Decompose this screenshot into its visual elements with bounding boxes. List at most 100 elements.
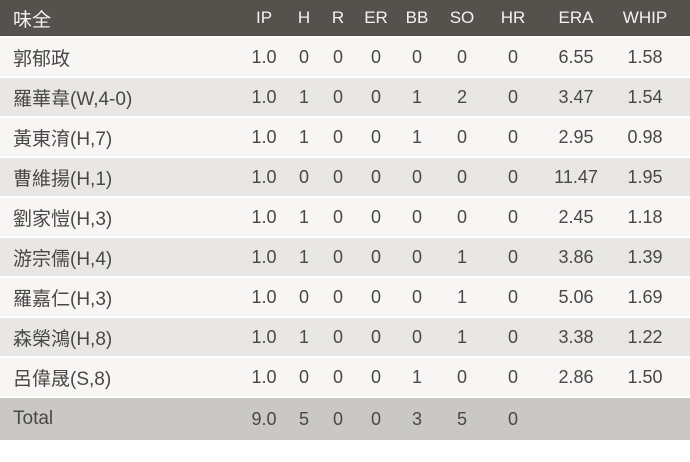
column-header-bb: BB	[396, 0, 438, 38]
stat-cell-era: 6.55	[540, 38, 612, 78]
player-name: 郭郁政	[0, 38, 240, 78]
stat-cell-bb: 0	[396, 238, 438, 278]
stat-cell-whip: 1.18	[612, 198, 690, 238]
stat-cell-h: 0	[288, 358, 320, 398]
stat-cell-whip: 1.39	[612, 238, 690, 278]
stat-cell-whip: 1.22	[612, 318, 690, 358]
column-header-so: SO	[438, 0, 486, 38]
stat-cell-hr: 0	[486, 198, 540, 238]
stat-cell-era: 3.47	[540, 78, 612, 118]
stat-cell-ip: 1.0	[240, 278, 288, 318]
total-stat-cell-era	[540, 398, 612, 440]
column-header-er: ER	[356, 0, 396, 38]
column-header-r: R	[320, 0, 356, 38]
stat-cell-so: 0	[438, 118, 486, 158]
stat-cell-r: 0	[320, 278, 356, 318]
table-row: 曹維揚(H,1) 1.0 0 0 0 0 0 0 11.47 1.95	[0, 158, 690, 198]
stat-cell-h: 0	[288, 278, 320, 318]
stat-cell-so: 0	[438, 158, 486, 198]
total-stat-cell-h: 5	[298, 408, 309, 429]
table-row: 黃東淯(H,7) 1.0 1 0 0 1 0 0 2.95 0.98	[0, 118, 690, 158]
stat-cell-hr: 0	[486, 78, 540, 118]
stat-cell-bb: 1	[396, 78, 438, 118]
stat-cell-r: 0	[320, 78, 356, 118]
stat-cell-bb: 0	[396, 198, 438, 238]
stat-cell-ip: 1.0	[240, 198, 288, 238]
total-stat-cell-hr: 0	[507, 408, 518, 429]
stat-cell-whip: 1.95	[612, 158, 690, 198]
player-name: 呂偉晟(S,8)	[0, 358, 240, 398]
stat-cell-bb: 1	[396, 118, 438, 158]
table-row: 劉家愷(H,3) 1.0 1 0 0 0 0 0 2.45 1.18	[0, 198, 690, 238]
stat-cell-er: 0	[356, 158, 396, 198]
stat-cell-bb: 0	[396, 158, 438, 198]
stat-cell-so: 0	[438, 358, 486, 398]
table-header-row: 味全 IP H R ER BB SO HR ERA WHIP	[0, 0, 690, 38]
stat-cell-hr: 0	[486, 158, 540, 198]
stat-cell-h: 0	[288, 158, 320, 198]
stat-cell-so: 2	[438, 78, 486, 118]
stat-cell-so: 0	[438, 38, 486, 78]
column-header-ip: IP	[240, 0, 288, 38]
stat-cell-r: 0	[320, 198, 356, 238]
player-name: 黃東淯(H,7)	[0, 118, 240, 158]
stat-cell-hr: 0	[486, 278, 540, 318]
player-name: 曹維揚(H,1)	[0, 158, 240, 198]
player-name: 羅嘉仁(H,3)	[0, 278, 240, 318]
column-header-era: ERA	[540, 0, 612, 38]
total-stat-cell-bb: 3	[411, 408, 422, 429]
stat-cell-hr: 0	[486, 358, 540, 398]
stat-cell-r: 0	[320, 158, 356, 198]
team-name-header: 味全	[0, 0, 240, 38]
pitching-stats-table: 味全 IP H R ER BB SO HR ERA WHIP 郭郁政 1.0 0 0 0 0 0 0 6.55 1…	[0, 0, 690, 440]
stat-cell-er: 0	[356, 358, 396, 398]
table-row: 森榮鴻(H,8) 1.0 1 0 0 0 1 0 3.38 1.22	[0, 318, 690, 358]
player-name: 游宗儒(H,4)	[0, 238, 240, 278]
stat-cell-er: 0	[356, 278, 396, 318]
total-label: Total	[13, 408, 54, 429]
table-row: 羅嘉仁(H,3) 1.0 0 0 0 0 1 0 5.06 1.69	[0, 278, 690, 318]
stat-cell-er: 0	[356, 38, 396, 78]
table-row: 呂偉晟(S,8) 1.0 0 0 0 1 0 0 2.86 1.50	[0, 358, 690, 398]
stat-cell-hr: 0	[486, 118, 540, 158]
total-stat-cell-r: 0	[332, 408, 343, 429]
total-stat-cell-so: 5	[456, 408, 467, 429]
stat-cell-r: 0	[320, 118, 356, 158]
stat-cell-bb: 0	[396, 278, 438, 318]
total-stat-cell-ip: 9.0	[251, 408, 277, 429]
total-stat-cell-er: 0	[370, 408, 381, 429]
stat-cell-whip: 0.98	[612, 118, 690, 158]
stat-cell-h: 1	[288, 78, 320, 118]
stat-cell-era: 5.06	[540, 278, 612, 318]
stat-cell-so: 1	[438, 318, 486, 358]
stat-cell-r: 0	[320, 358, 356, 398]
stat-cell-ip: 1.0	[240, 38, 288, 78]
stat-cell-bb: 1	[396, 358, 438, 398]
stat-cell-so: 0	[438, 198, 486, 238]
stat-cell-bb: 0	[396, 38, 438, 78]
stat-cell-whip: 1.58	[612, 38, 690, 78]
stat-cell-whip: 1.69	[612, 278, 690, 318]
player-name: 劉家愷(H,3)	[0, 198, 240, 238]
stat-cell-ip: 1.0	[240, 358, 288, 398]
stat-cell-h: 1	[288, 198, 320, 238]
stat-cell-h: 0	[288, 38, 320, 78]
stat-cell-ip: 1.0	[240, 238, 288, 278]
stat-cell-r: 0	[320, 38, 356, 78]
stat-cell-h: 1	[288, 318, 320, 358]
column-header-whip: WHIP	[612, 0, 690, 38]
stat-cell-era: 3.86	[540, 238, 612, 278]
stat-cell-whip: 1.54	[612, 78, 690, 118]
table-row: 游宗儒(H,4) 1.0 1 0 0 0 1 0 3.86 1.39	[0, 238, 690, 278]
stat-cell-er: 0	[356, 78, 396, 118]
stat-cell-hr: 0	[486, 38, 540, 78]
player-name: 羅華韋(W,4-0)	[0, 78, 240, 118]
stat-cell-hr: 0	[486, 318, 540, 358]
column-header-hr: HR	[486, 0, 540, 38]
stat-cell-era: 11.47	[540, 158, 612, 198]
stat-cell-era: 2.95	[540, 118, 612, 158]
stat-cell-er: 0	[356, 118, 396, 158]
stat-cell-era: 2.45	[540, 198, 612, 238]
stat-cell-r: 0	[320, 238, 356, 278]
